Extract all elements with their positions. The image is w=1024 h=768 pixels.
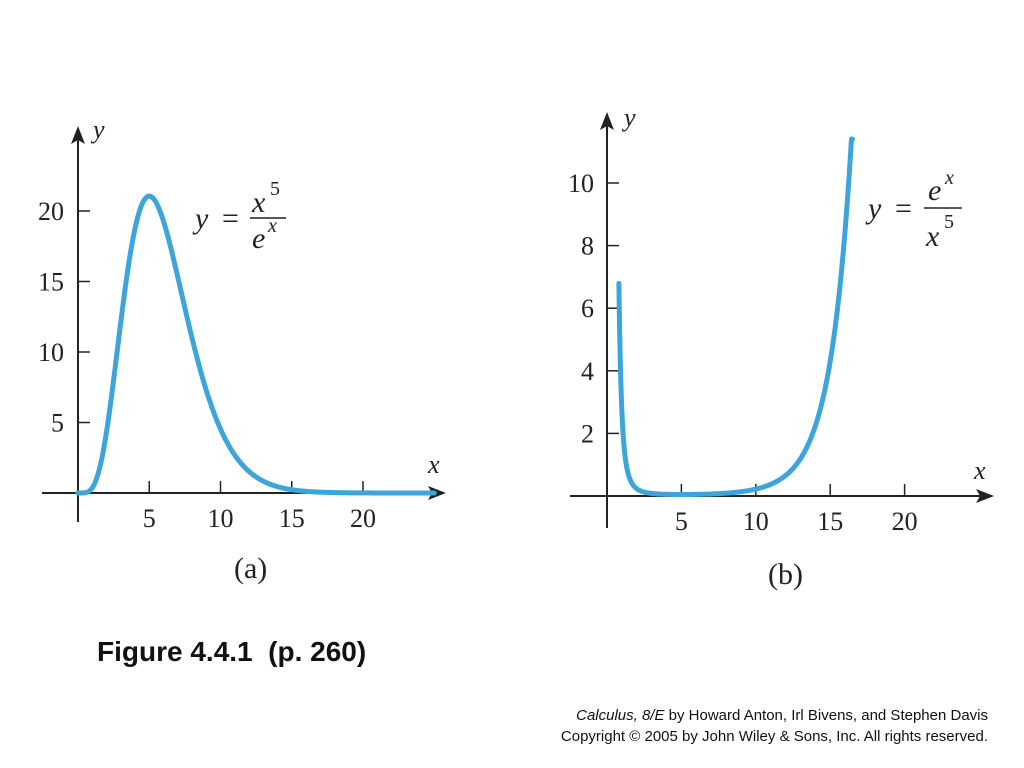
y-axis-arrow-b <box>600 112 614 130</box>
equation-b-equals: = <box>895 192 912 225</box>
x-axis-arrow-b <box>976 489 994 503</box>
x-tick-label-b-15: 15 <box>817 507 843 536</box>
y-tick-label-b-2: 2 <box>581 419 594 448</box>
axes-b <box>570 112 994 528</box>
equation-b-lhs: y <box>865 192 882 225</box>
curve-a <box>75 193 437 496</box>
ticks-a: 5 10 15 20 5 10 15 20 <box>38 197 376 533</box>
y-axis-label-b: y <box>621 103 636 132</box>
equation-a-numerator-exp: 5 <box>270 178 280 200</box>
curve-b <box>616 136 856 498</box>
x-tick-label-a-15: 15 <box>279 504 305 533</box>
x-axis-label-b: x <box>973 456 986 485</box>
y-tick-label-b-10: 10 <box>568 169 594 198</box>
equation-b: y = e x x 5 <box>865 167 962 253</box>
equation-a: y = x 5 e x <box>192 178 286 255</box>
y-tick-label-b-8: 8 <box>581 232 594 261</box>
equation-a-denominator-exp: x <box>267 215 277 237</box>
y-axis-arrow-a <box>71 126 85 144</box>
book-title: Calculus, 8/E <box>576 707 665 724</box>
panel-label-a: (a) <box>234 552 267 585</box>
ticks-b: 5 10 15 20 2 4 6 8 10 <box>568 169 918 536</box>
x-tick-label-b-5: 5 <box>675 507 688 536</box>
chart-panel-b: 5 10 15 20 2 4 6 8 10 x y y = e x x 5 (b) <box>568 103 994 591</box>
equation-b-denominator-exp: 5 <box>944 211 954 233</box>
x-axis-arrow-a <box>428 486 446 500</box>
chart-panel-a: 5 10 15 20 5 10 15 20 x y y = x 5 e x (a) <box>38 115 446 585</box>
y-tick-label-a-10: 10 <box>38 338 64 367</box>
x-tick-label-b-10: 10 <box>743 507 769 536</box>
y-tick-label-a-5: 5 <box>51 409 64 438</box>
equation-b-numerator: e <box>928 174 941 207</box>
equation-b-denominator: x <box>925 220 940 253</box>
equation-b-numerator-exp: x <box>944 167 954 189</box>
y-tick-label-b-4: 4 <box>581 357 594 386</box>
y-tick-label-a-20: 20 <box>38 197 64 226</box>
x-tick-label-a-10: 10 <box>208 504 234 533</box>
book-authors: by Howard Anton, Irl Bivens, and Stephen… <box>664 707 988 724</box>
x-tick-label-a-5: 5 <box>143 504 156 533</box>
equation-a-lhs: y <box>192 202 209 235</box>
y-tick-label-a-15: 15 <box>38 268 64 297</box>
credit-block: Calculus, 8/E by Howard Anton, Irl Biven… <box>561 705 988 747</box>
figure-caption: Figure 4.4.1 (p. 260) <box>97 636 367 667</box>
panel-label-b: (b) <box>768 558 803 591</box>
x-axis-label-a: x <box>427 450 440 479</box>
credit-line-1: Calculus, 8/E by Howard Anton, Irl Biven… <box>561 705 988 726</box>
credit-copyright: Copyright © 2005 by John Wiley & Sons, I… <box>560 728 988 745</box>
x-tick-label-a-20: 20 <box>350 504 376 533</box>
equation-a-denominator: e <box>252 222 265 255</box>
y-axis-label-a: y <box>90 115 105 144</box>
x-tick-label-b-20: 20 <box>892 507 918 536</box>
equation-a-numerator: x <box>251 186 266 219</box>
equation-a-equals: = <box>222 202 239 235</box>
y-tick-label-b-6: 6 <box>581 294 594 323</box>
